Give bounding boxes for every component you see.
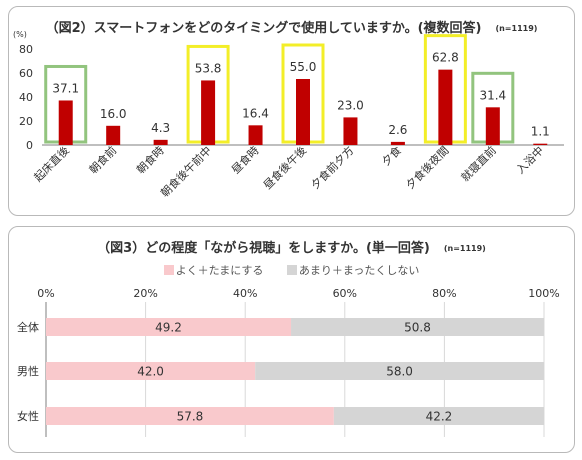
- bar-segment: [255, 362, 544, 380]
- category-label: 全体: [17, 320, 39, 334]
- legend: よく＋たまにする あまり＋まったくしない: [9, 262, 574, 278]
- bar: [58, 100, 73, 145]
- data-label: 16.4: [242, 106, 269, 120]
- data-label: 31.4: [479, 88, 506, 102]
- x-tick-label: 朝食時: [134, 143, 167, 176]
- bar-segment: [46, 362, 256, 380]
- bar-segment: [291, 318, 544, 336]
- data-label: 4.3: [151, 121, 170, 135]
- x-tick-label: 80%: [432, 287, 456, 300]
- x-tick-label: 朝食後午前中: [158, 143, 215, 200]
- x-tick-label: 100%: [528, 287, 559, 300]
- bar: [390, 141, 405, 145]
- stacked-bar-chart-viewing: 0% 20% 40% 60% 80% 100% 全体 49.2 50.8 男性 42.0 58.0 女性…: [17, 287, 560, 437]
- sample-size-label: (n=1119): [495, 24, 538, 33]
- x-tick-label: 60%: [333, 287, 357, 300]
- x-tick-label: 昼食時: [228, 143, 261, 176]
- data-label: 42.0: [137, 365, 164, 379]
- bar: [106, 125, 121, 145]
- bar-segment: [46, 318, 292, 336]
- bar: [201, 80, 216, 145]
- legend-label: あまり＋まったくしない: [298, 264, 420, 277]
- data-label: 37.1: [52, 81, 79, 95]
- legend-swatch: [286, 265, 297, 275]
- y-tick-label: 80: [19, 43, 33, 56]
- data-label: 2.6: [388, 123, 407, 137]
- legend-label: よく＋たまにする: [175, 264, 264, 277]
- x-tick-label: 20%: [133, 287, 157, 300]
- bar: [438, 69, 453, 145]
- data-label: 23.0: [337, 98, 364, 112]
- data-label: 55.0: [290, 60, 317, 74]
- x-tick-label: 夕食前夕方: [308, 143, 357, 192]
- x-tick-label: 夕食後夜間: [403, 143, 452, 192]
- data-label: 42.2: [426, 410, 453, 424]
- x-tick-label: 夕食: [379, 143, 404, 168]
- legend-item-rarely: あまり＋まったくしない: [286, 262, 420, 278]
- data-label: 58.0: [386, 365, 413, 379]
- bar: [533, 143, 548, 145]
- chart-title-viewing: （図3）どの程度「ながら視聴」をしますか。(単一回答) (n=1119): [9, 237, 574, 256]
- data-label: 50.8: [404, 321, 431, 335]
- x-tick-label: 0%: [37, 287, 54, 300]
- bar: [248, 125, 263, 145]
- x-tick-label: 朝食前: [86, 143, 119, 176]
- chart-title-text: （図2）スマートフォンをどのタイミングで使用していますか。(複数回答): [45, 21, 482, 36]
- category-label: 男性: [17, 364, 39, 378]
- y-tick-label: 20: [19, 115, 33, 128]
- y-tick-label: 0: [26, 139, 33, 152]
- legend-swatch: [163, 265, 174, 275]
- bar: [485, 107, 500, 145]
- x-tick-label: 昼食後午後: [260, 143, 309, 192]
- chart-title-text: （図3）どの程度「ながら視聴」をしますか。(単一回答): [97, 241, 430, 256]
- bar: [296, 79, 310, 145]
- legend-item-often: よく＋たまにする: [163, 262, 264, 278]
- y-tick-label: 60: [19, 67, 33, 80]
- x-tick-label: 起床直後: [31, 143, 72, 184]
- x-tick-label: 入浴中: [514, 144, 547, 177]
- bar-segment: [46, 407, 334, 425]
- x-tick-label: 就寝直前: [458, 143, 499, 184]
- data-label: 16.0: [100, 107, 127, 121]
- data-label: 49.2: [155, 321, 182, 335]
- bar: [153, 139, 168, 145]
- y-axis-unit-label: (%): [13, 30, 27, 39]
- data-label: 1.1: [531, 125, 550, 139]
- bar: [343, 117, 358, 145]
- chart-panel-viewing: （図3）どの程度「ながら視聴」をしますか。(単一回答) (n=1119) よく＋た…: [8, 226, 575, 453]
- y-tick-label: 40: [19, 91, 33, 104]
- bar-segment: [333, 407, 544, 425]
- data-label: 53.8: [195, 61, 222, 75]
- bar-chart-timing: (%) 0 20 40 60 80 37.1 起床直後 16.0 朝食前 4.3 朝食時 53.8 朝食後…: [13, 30, 564, 200]
- data-label: 57.8: [177, 410, 204, 424]
- data-label: 62.8: [432, 51, 459, 65]
- sample-size-label: (n=1119): [443, 244, 486, 253]
- category-label: 女性: [17, 409, 39, 423]
- x-tick-label: 40%: [233, 287, 257, 300]
- chart-title-timing: （図2）スマートフォンをどのタイミングで使用していますか。(複数回答) (n=11…: [9, 17, 574, 36]
- chart-panel-timing: （図2）スマートフォンをどのタイミングで使用していますか。(複数回答) (n=11…: [8, 6, 575, 216]
